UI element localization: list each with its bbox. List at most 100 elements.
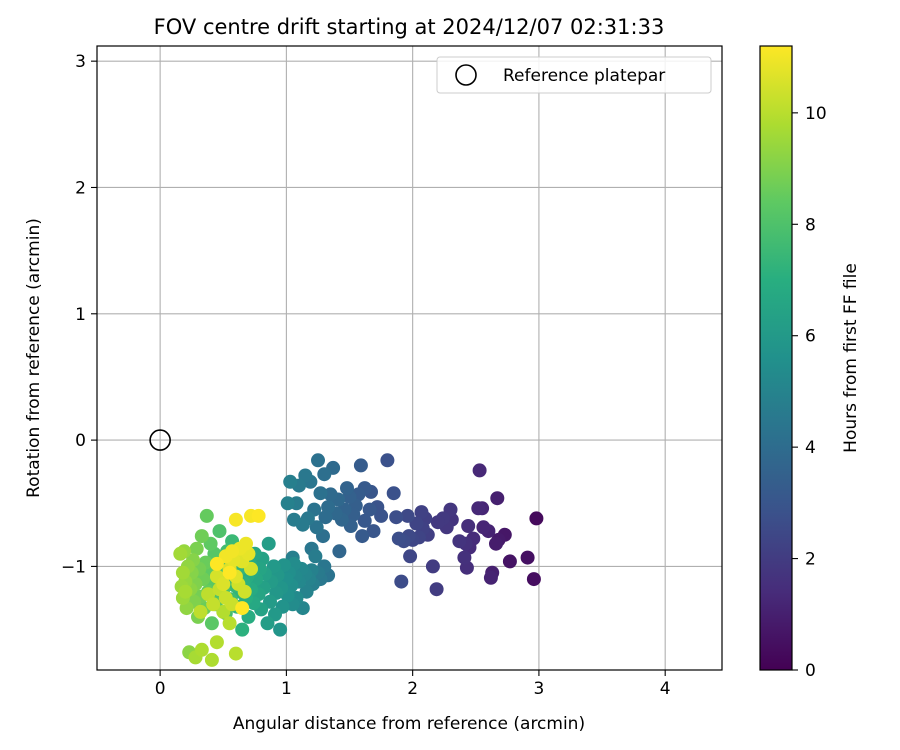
- colorbar-tick-label: 0: [805, 661, 816, 681]
- legend-label: Reference platepar: [503, 66, 665, 86]
- data-point: [193, 604, 208, 619]
- data-point: [222, 565, 237, 580]
- data-point: [471, 501, 486, 516]
- data-point: [228, 512, 243, 527]
- data-point: [178, 584, 193, 599]
- y-tick-label: 2: [75, 178, 86, 198]
- data-points: [173, 453, 544, 667]
- colorbar-tick-label: 4: [805, 438, 816, 458]
- data-point: [461, 519, 476, 533]
- data-point: [298, 468, 313, 483]
- data-point: [452, 534, 467, 549]
- y-tick-label: −1: [61, 557, 86, 577]
- plot-frame: [96, 45, 723, 671]
- data-point: [239, 536, 253, 551]
- data-point: [355, 529, 370, 544]
- y-axis-ticks: −1 0 1 2 3: [61, 52, 97, 577]
- data-point: [216, 577, 231, 592]
- x-axis-ticks: 0 1 2 3 4: [155, 670, 671, 699]
- data-point: [425, 559, 440, 574]
- data-point: [430, 515, 445, 530]
- data-point: [261, 536, 276, 551]
- colorbar-gradient: [759, 45, 793, 671]
- data-point: [283, 474, 298, 489]
- data-point: [212, 524, 227, 539]
- data-point: [490, 491, 505, 506]
- data-point: [209, 635, 224, 650]
- data-point: [476, 520, 491, 535]
- data-point: [472, 463, 487, 478]
- x-tick-label: 2: [407, 679, 418, 699]
- data-point: [389, 510, 404, 525]
- data-point: [309, 520, 324, 535]
- x-tick-label: 4: [660, 679, 671, 699]
- x-tick-label: 0: [155, 679, 166, 699]
- data-point: [483, 570, 498, 585]
- colorbar-tick-label: 6: [805, 327, 816, 347]
- data-point: [400, 508, 415, 523]
- colorbar-tick-label: 10: [805, 104, 827, 124]
- data-point: [366, 524, 381, 539]
- data-point: [251, 508, 266, 523]
- legend: Reference platepar: [436, 56, 712, 94]
- data-point: [502, 554, 517, 569]
- data-point: [362, 502, 377, 517]
- data-point: [489, 536, 503, 551]
- data-point: [353, 458, 368, 473]
- data-point: [313, 486, 328, 501]
- data-point: [457, 550, 472, 565]
- data-point: [299, 584, 314, 599]
- data-point: [526, 572, 541, 587]
- data-point: [280, 496, 295, 511]
- colorbar-label: Hours from first FF file: [841, 263, 861, 453]
- data-point: [199, 508, 214, 523]
- data-point: [204, 616, 219, 631]
- y-tick-label: 3: [75, 52, 86, 72]
- data-point: [189, 541, 204, 556]
- data-point: [225, 544, 240, 559]
- data-point: [222, 616, 237, 631]
- data-point: [260, 616, 275, 631]
- data-point: [357, 513, 372, 528]
- data-point: [340, 481, 354, 496]
- data-point: [235, 601, 250, 616]
- data-point: [228, 646, 243, 661]
- data-point: [209, 556, 224, 571]
- y-tick-label: 0: [75, 431, 86, 451]
- colorbar-tick-label: 2: [805, 550, 816, 570]
- data-point: [173, 546, 188, 561]
- x-axis-label: Angular distance from reference (arcmin): [233, 714, 585, 734]
- x-tick-label: 1: [281, 679, 292, 699]
- colorbar-ticks: 0 2 4 6 8 10: [792, 104, 827, 681]
- y-axis-label: Rotation from reference (arcmin): [24, 218, 44, 498]
- data-point: [529, 511, 544, 526]
- data-point: [394, 574, 409, 589]
- data-point: [403, 549, 418, 564]
- data-point: [273, 622, 288, 637]
- data-point: [235, 622, 250, 637]
- legend-box: [436, 56, 712, 94]
- colorbar: 0 2 4 6 8 10 Hours from first FF file: [759, 45, 861, 681]
- data-point: [391, 531, 406, 546]
- data-point: [317, 467, 332, 482]
- data-point: [311, 453, 325, 468]
- data-point: [204, 652, 219, 667]
- data-point: [386, 486, 401, 501]
- data-point: [429, 582, 444, 597]
- data-point: [380, 453, 395, 468]
- data-point: [194, 642, 209, 657]
- x-tick-label: 3: [534, 679, 545, 699]
- data-point: [287, 512, 301, 527]
- data-point: [194, 529, 209, 544]
- reference-platepar-marker: [149, 429, 171, 451]
- data-point: [332, 544, 347, 559]
- legend-marker: [455, 64, 477, 86]
- data-point: [318, 510, 333, 525]
- data-point: [175, 565, 190, 580]
- data-point: [414, 505, 429, 520]
- y-tick-label: 1: [75, 305, 86, 325]
- data-point: [206, 597, 221, 612]
- colorbar-tick-label: 8: [805, 215, 816, 235]
- data-point: [237, 584, 252, 599]
